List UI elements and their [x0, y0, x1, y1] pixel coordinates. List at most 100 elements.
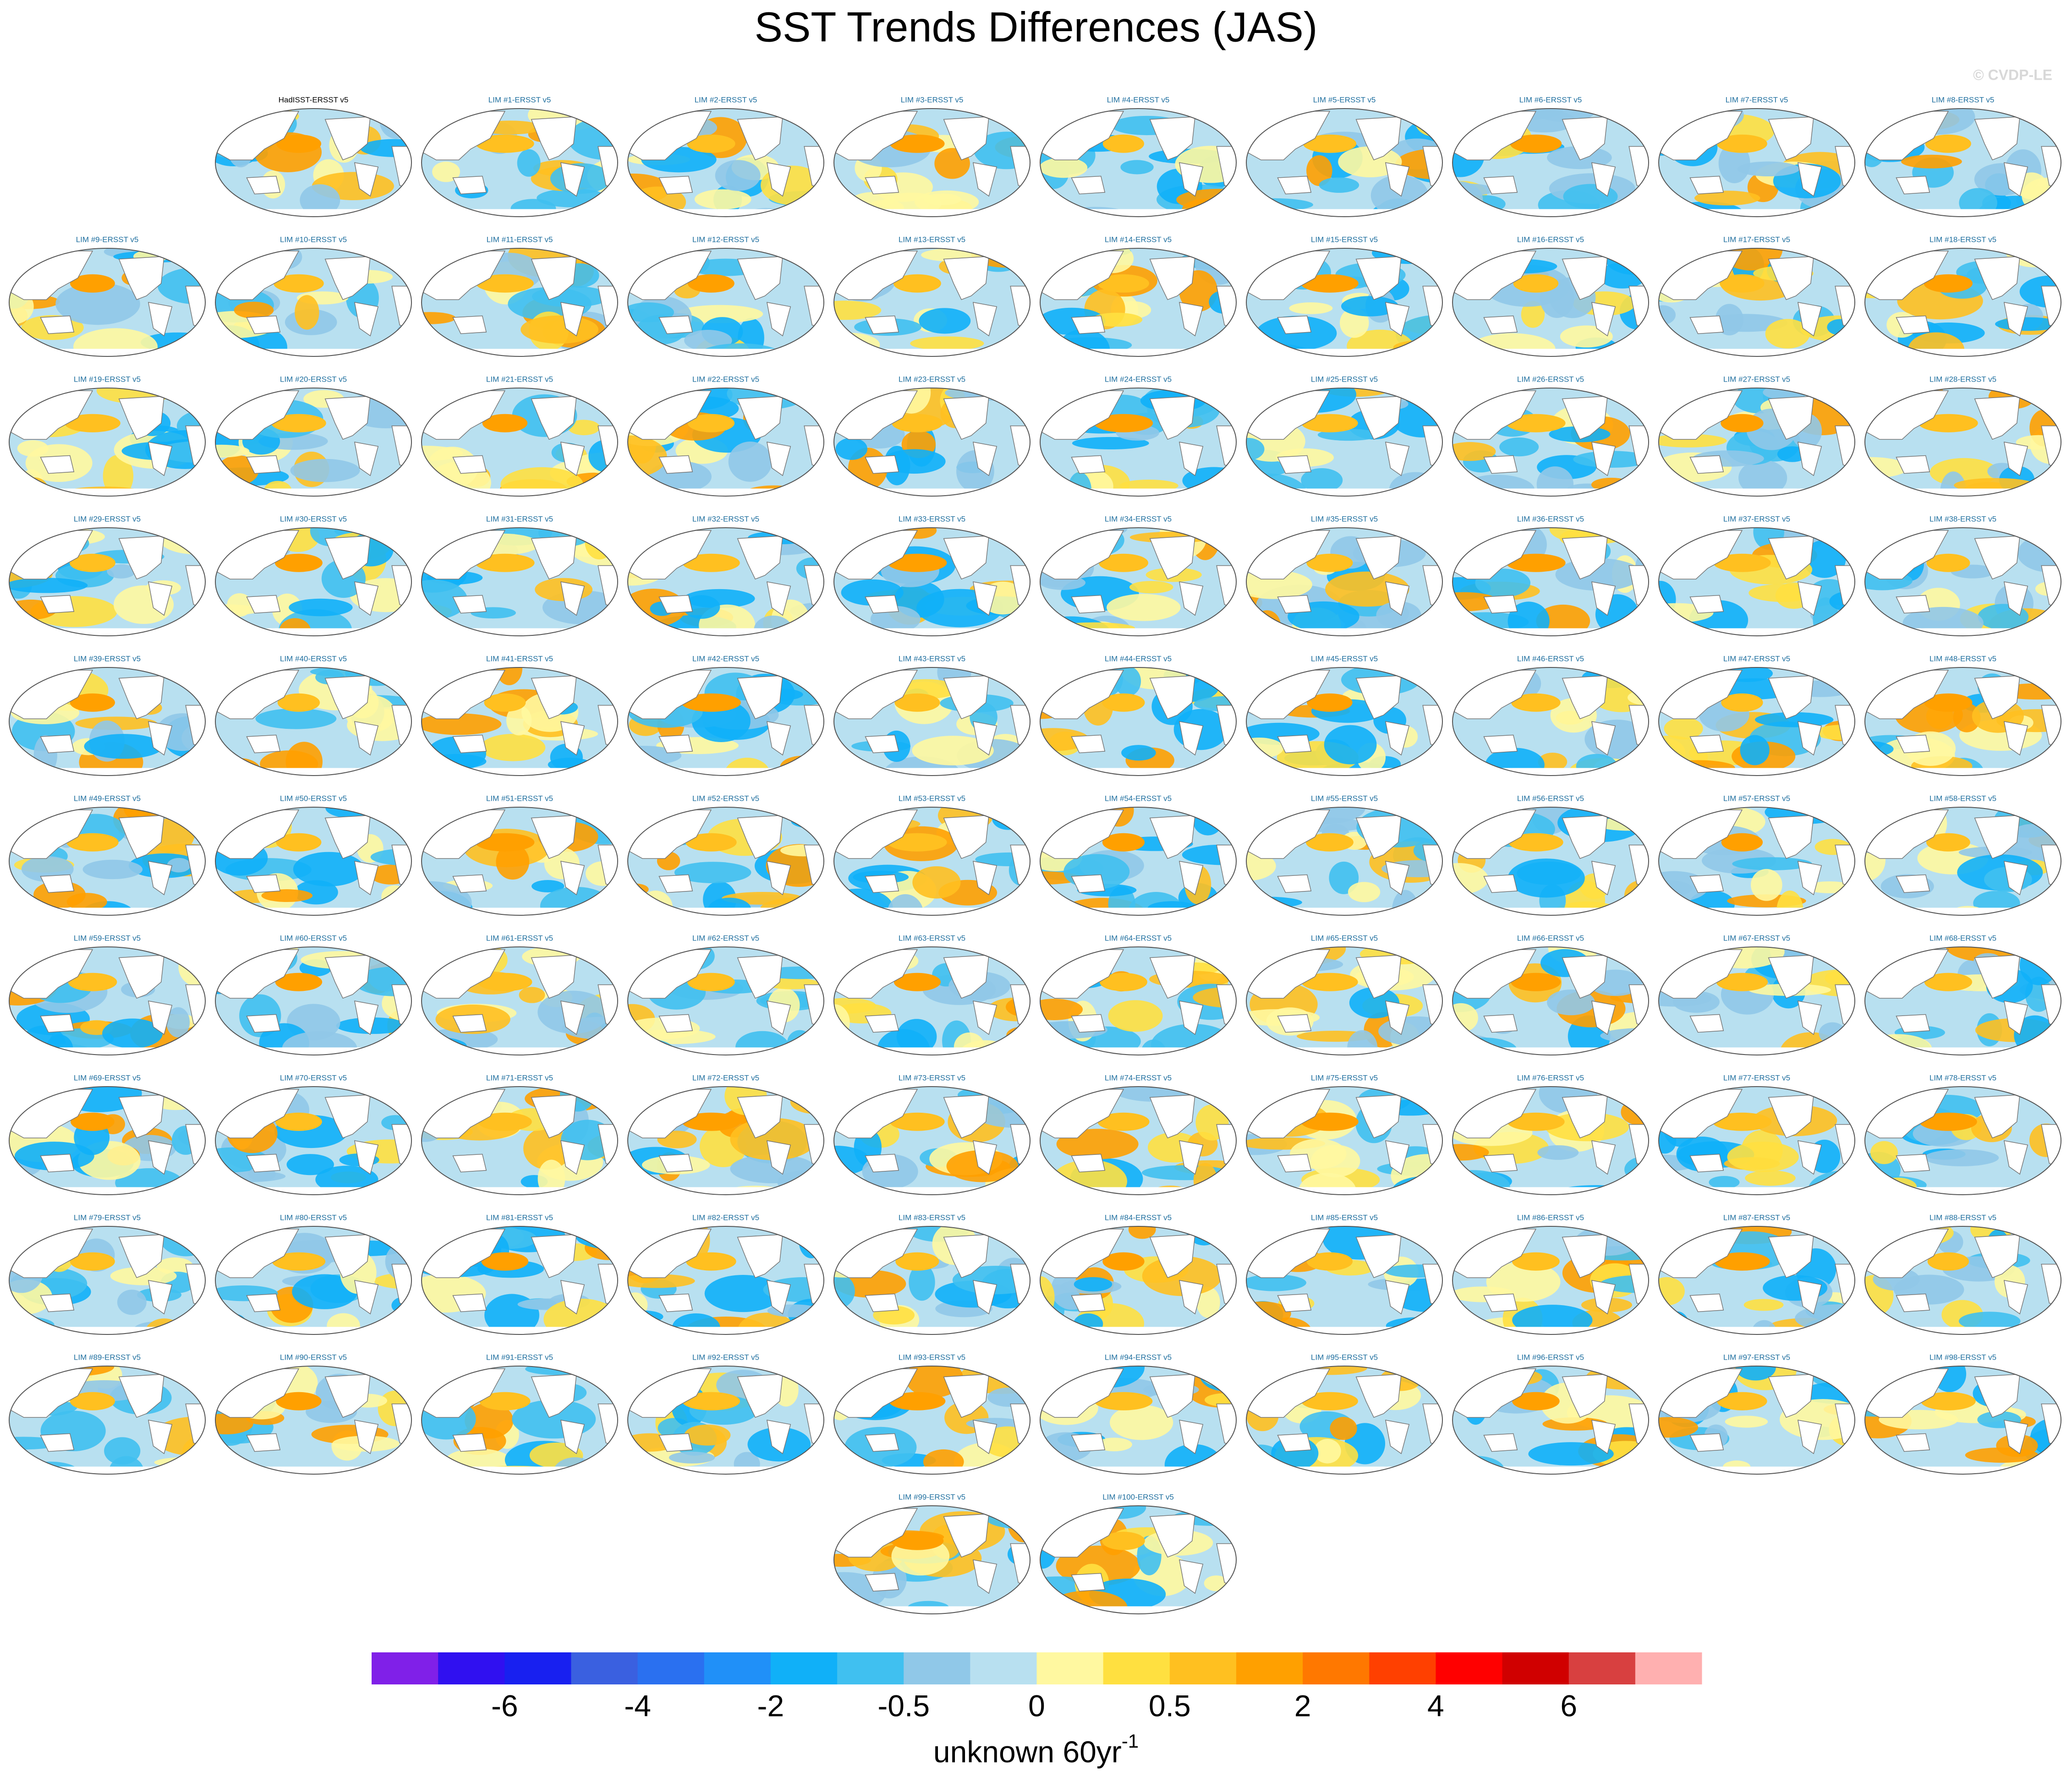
colorbar-box [770, 1652, 838, 1684]
map-outline [833, 108, 1031, 217]
map-field [215, 1087, 411, 1195]
map-blob [799, 1032, 824, 1055]
panel-label: LIM #25-ERSST v5 [1311, 375, 1378, 383]
antarctica [1453, 768, 1649, 776]
antarctica [1246, 1187, 1442, 1195]
map-outline [1040, 1505, 1237, 1614]
map-field [1246, 667, 1442, 776]
panel-label: LIM #51-ERSST v5 [486, 794, 553, 803]
map-blob [84, 734, 164, 759]
map-panel: LIM #86-ERSST v5 [1452, 1213, 1649, 1335]
land [1277, 734, 1312, 754]
map-blob [704, 1274, 782, 1312]
map-blob [1453, 1037, 1517, 1055]
map-blob [1453, 1033, 1491, 1049]
land [40, 455, 75, 474]
map-panel: LIM #65-ERSST v5 [1246, 934, 1443, 1055]
map-blob [1927, 1252, 1969, 1271]
map-blob [1664, 717, 1703, 740]
map-outline [421, 1086, 618, 1195]
map-blob [1716, 973, 1768, 991]
map-field [1246, 1226, 1442, 1334]
map-blob [1301, 414, 1358, 432]
land [354, 162, 379, 197]
map-panel: LIM #7-ERSST v5 [1658, 95, 1855, 217]
map-outline [627, 1086, 824, 1195]
map-blob [275, 1112, 322, 1131]
map-blob [71, 1112, 115, 1131]
map-blob [1809, 1366, 1855, 1388]
map-blob [66, 893, 107, 911]
map-blob [521, 315, 599, 344]
map-panel: LIM #72-ERSST v5 [627, 1073, 824, 1195]
map-panel: LIM #49-ERSST v5 [9, 794, 206, 916]
panel-label: LIM #86-ERSST v5 [1517, 1213, 1584, 1222]
map-blob [1453, 1455, 1504, 1474]
land [1385, 1000, 1410, 1035]
map-blob [912, 866, 961, 899]
land [1483, 455, 1518, 474]
map-outline [1658, 248, 1855, 357]
map-blob [1513, 274, 1559, 293]
map-blob [1453, 1144, 1489, 1161]
map-panel: LIM #10-ERSST v5 [215, 235, 412, 357]
land [1896, 734, 1930, 754]
land [560, 1140, 585, 1175]
antarctica [1040, 488, 1236, 496]
map-blob [1659, 1417, 1699, 1438]
land [865, 455, 899, 474]
colorbar-box [1436, 1652, 1503, 1684]
map-blob [543, 1298, 618, 1334]
land [766, 1140, 791, 1175]
map-blob [1600, 1028, 1649, 1044]
map-blob [996, 807, 1029, 827]
map-outline [627, 667, 824, 776]
map-blob [1765, 319, 1810, 349]
map-outline [627, 248, 824, 357]
map-panel: LIM #90-ERSST v5 [215, 1353, 412, 1475]
map-blob [353, 967, 411, 996]
map-outline [1658, 388, 1855, 497]
map-blob [1616, 388, 1649, 409]
land [1591, 1420, 1616, 1454]
land [1591, 721, 1616, 756]
map-blob [1827, 319, 1854, 335]
panel-label: LIM #41-ERSST v5 [486, 654, 553, 663]
map-blob [482, 414, 528, 432]
map-blob [144, 1318, 184, 1334]
land [1591, 1140, 1616, 1175]
map-field [215, 528, 411, 636]
map-blob [1246, 437, 1265, 460]
map-panel: LIM #31-ERSST v5 [421, 514, 618, 636]
panel-grid: HadISST-ERSST v5 LIM #1-ERSST v5 LIM #2-ER… [9, 95, 2061, 1614]
land [246, 175, 281, 195]
panel-label: LIM #63-ERSST v5 [899, 934, 965, 942]
map-blob [432, 161, 460, 182]
panel-label: LIM #83-ERSST v5 [899, 1213, 965, 1222]
land [1071, 1153, 1106, 1173]
map-field [215, 947, 411, 1055]
map-outline [421, 248, 618, 357]
antarctica [1453, 1187, 1649, 1195]
map-outline [627, 108, 824, 217]
antarctica [9, 1047, 205, 1055]
map-blob [69, 553, 115, 572]
panel-label: LIM #38-ERSST v5 [1929, 514, 1996, 523]
map-blob [1510, 134, 1562, 153]
map-outline [215, 807, 412, 916]
map-panel: LIM #67-ERSST v5 [1658, 934, 1855, 1055]
land [246, 874, 281, 893]
land [148, 1280, 173, 1315]
map-field [1246, 1087, 1442, 1195]
map-blob [1732, 857, 1812, 870]
map-blob [1506, 553, 1566, 572]
map-blob [684, 1424, 731, 1446]
map-blob [21, 477, 48, 496]
map-blob [1727, 1142, 1799, 1172]
map-blob [685, 833, 737, 852]
map-field [1040, 1087, 1236, 1195]
land [1277, 595, 1312, 614]
map-blob [1453, 1003, 1478, 1033]
land [1385, 861, 1410, 896]
land [1797, 1420, 1822, 1454]
